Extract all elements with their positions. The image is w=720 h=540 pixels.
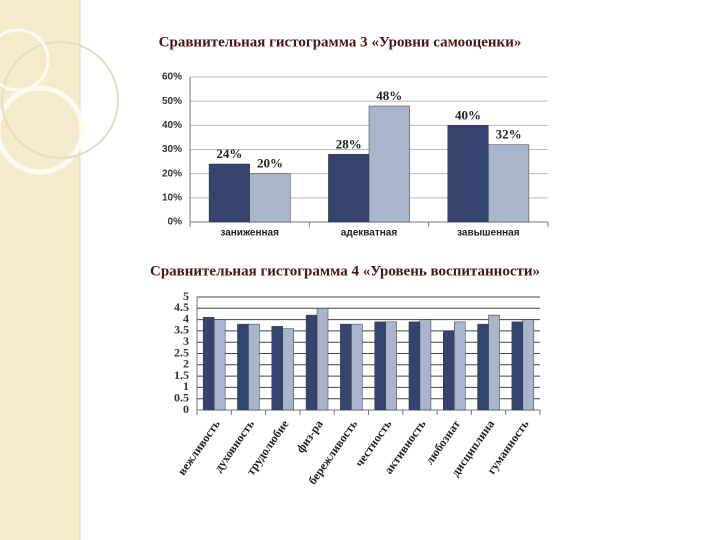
chart-title: Сравнительная гистограмма 4 «Уровень вос…	[150, 263, 540, 279]
bar	[454, 321, 466, 411]
y-tick-label: 4.5	[174, 300, 189, 314]
bar	[488, 314, 500, 411]
y-tick-label: 5	[183, 289, 189, 303]
bar	[213, 319, 226, 411]
value-label: 32%	[496, 127, 522, 142]
x-tick-label: адекватная	[341, 228, 398, 239]
bar	[522, 319, 535, 411]
bar	[368, 105, 410, 223]
y-tick-label: 2.5	[174, 345, 189, 359]
bar	[316, 308, 329, 411]
bar	[237, 323, 249, 411]
bar	[271, 326, 283, 411]
decor-circle	[1, 41, 119, 159]
y-tick-label: 0%	[168, 217, 183, 228]
bar	[374, 321, 386, 411]
bar	[305, 314, 318, 411]
bar	[447, 125, 489, 223]
value-label: 20%	[257, 156, 283, 171]
value-label: 28%	[336, 136, 362, 151]
y-tick-label: 10%	[162, 192, 182, 203]
value-label: 40%	[455, 107, 481, 122]
y-tick-label: 4	[183, 311, 189, 325]
y-tick-label: 50%	[162, 96, 182, 107]
y-tick-label: 1.5	[174, 368, 189, 382]
y-tick-label: 20%	[162, 168, 182, 179]
value-label: 24%	[216, 146, 242, 161]
y-tick-label: 2	[183, 357, 189, 371]
bar	[511, 321, 524, 411]
x-tick-label: завышенная	[457, 228, 520, 239]
bar	[208, 163, 250, 223]
bar	[419, 319, 432, 411]
bar	[488, 144, 530, 223]
bar	[351, 323, 363, 411]
bar	[385, 321, 397, 411]
bar	[282, 328, 294, 411]
x-tick-label: физ-ра	[293, 417, 326, 455]
y-tick-label: 1	[183, 379, 189, 393]
bar	[443, 330, 455, 411]
y-tick-label: 0	[183, 402, 189, 416]
y-tick-label: 40%	[162, 120, 182, 131]
bar	[328, 154, 370, 223]
y-tick-label: 30%	[162, 144, 182, 155]
x-tick-label: заниженная	[220, 228, 279, 239]
bar	[477, 323, 489, 411]
bar	[340, 323, 352, 411]
y-tick-label: 3.5	[174, 323, 189, 337]
bar	[248, 323, 260, 411]
bar	[249, 173, 291, 223]
y-tick-label: 3	[183, 334, 189, 348]
bar	[202, 317, 215, 411]
y-tick-label: 60%	[162, 72, 182, 83]
decor-circle	[0, 28, 50, 92]
decor-circle	[0, 85, 85, 175]
value-label: 48%	[376, 88, 402, 103]
y-tick-label: 0.5	[174, 390, 189, 404]
chart-title: Сравнительная гистограмма 3 «Уровни само…	[159, 34, 522, 50]
bar	[408, 321, 421, 411]
